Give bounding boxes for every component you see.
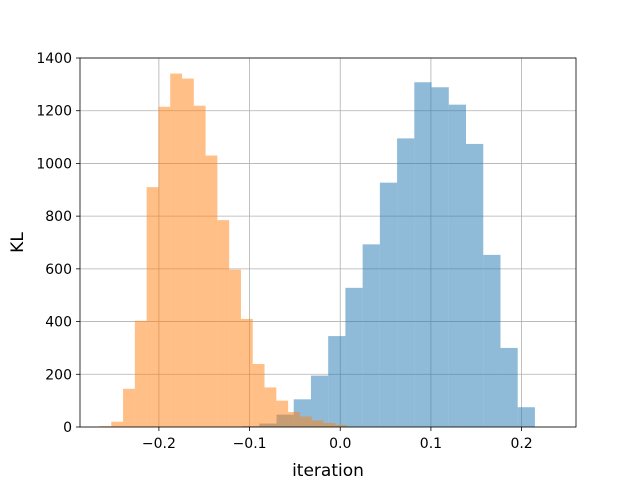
histogram-bar-series-1 — [500, 347, 518, 427]
histogram-bar-series-1 — [483, 254, 501, 427]
y-tick-label: 0 — [63, 420, 72, 436]
histogram-bars — [99, 73, 535, 428]
y-tick-label: 1200 — [36, 104, 72, 120]
plot-frame — [79, 57, 577, 428]
histogram-bar-series-2 — [264, 387, 277, 427]
histogram-bar-series-1 — [328, 336, 346, 427]
histogram-bar-series-2 — [146, 187, 159, 427]
histogram-bar-series-2 — [170, 73, 183, 427]
histogram-bar-series-2 — [217, 220, 230, 427]
histogram-bar-series-2 — [193, 105, 206, 428]
histogram-bar-series-1 — [466, 143, 484, 427]
y-tick-label: 600 — [45, 262, 72, 278]
histogram-bar-series-1 — [517, 407, 535, 427]
histogram-bar-series-2 — [229, 269, 241, 427]
y-tick-label: 800 — [45, 209, 72, 225]
y-tick-label: 200 — [45, 367, 72, 383]
histogram-bar-series-2 — [299, 416, 312, 427]
histogram-bar-series-2 — [311, 420, 324, 427]
histogram-bar-series-2 — [288, 411, 300, 427]
x-tick-label: −0.2 — [142, 436, 176, 452]
histogram-bar-series-2 — [111, 421, 124, 427]
x-tick-label: −0.1 — [233, 436, 267, 452]
histogram-bar-series-2 — [323, 423, 336, 427]
histogram-bar-series-1 — [431, 87, 449, 427]
histogram-bar-series-2 — [182, 78, 194, 428]
histogram-bar-series-2 — [123, 388, 135, 427]
histogram-bar-series-1 — [379, 182, 398, 427]
y-axis-ticks: 0 200 400 600 800 1000 1200 1400 — [36, 51, 80, 436]
x-tick-label: 0.0 — [329, 436, 351, 452]
histogram-bar-series-2 — [335, 424, 348, 427]
x-tick-label: 0.1 — [420, 436, 442, 452]
histogram-bar-series-1 — [310, 375, 329, 427]
histogram-bar-series-2 — [276, 400, 289, 427]
histogram-bar-series-1 — [345, 287, 363, 427]
histogram-bar-series-1 — [414, 82, 432, 428]
y-tick-label: 1400 — [36, 51, 72, 67]
x-axis-ticks: −0.2 −0.1 0.0 0.1 0.2 — [142, 427, 533, 452]
histogram-bar-series-2 — [240, 318, 253, 427]
y-tick-label: 400 — [45, 315, 72, 331]
histogram-bar-series-2 — [205, 155, 218, 427]
y-axis-label: KL — [8, 232, 28, 253]
histogram-bar-series-1 — [448, 104, 467, 427]
histogram-bar-series-1 — [397, 138, 415, 427]
histogram-bar-series-2 — [252, 364, 265, 427]
histogram-bar-series-2 — [158, 106, 171, 427]
histogram-bar-series-1 — [362, 244, 380, 427]
y-tick-label: 1000 — [36, 156, 72, 172]
histogram-bar-series-2 — [134, 320, 147, 427]
x-tick-label: 0.2 — [510, 436, 532, 452]
x-axis-label: iteration — [292, 461, 364, 480]
